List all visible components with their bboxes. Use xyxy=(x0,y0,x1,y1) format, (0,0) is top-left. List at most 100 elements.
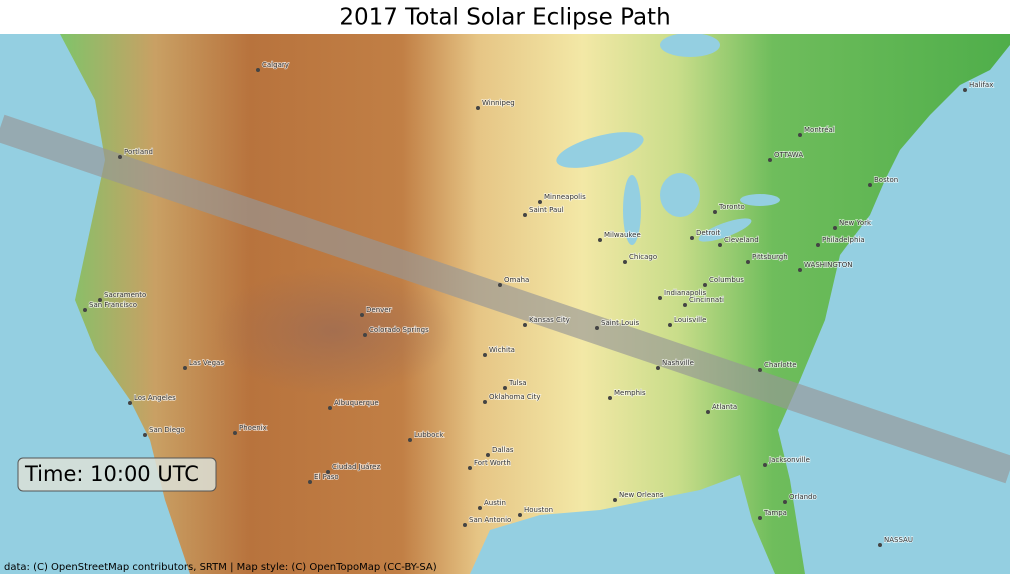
city-dot xyxy=(683,303,687,307)
city-label: Austin xyxy=(484,499,506,507)
city-label: Atlanta xyxy=(712,403,737,411)
city-label: Detroit xyxy=(696,229,720,237)
city-dot xyxy=(83,308,87,312)
city-label: Jacksonville xyxy=(768,456,810,464)
city-label: Chicago xyxy=(629,253,657,261)
city-dot xyxy=(128,401,132,405)
city-dot xyxy=(478,506,482,510)
city-dot xyxy=(468,466,472,470)
title-bar xyxy=(0,0,1010,34)
city-dot xyxy=(143,433,147,437)
city-label: Orlando xyxy=(789,493,817,501)
city-dot xyxy=(328,406,332,410)
city-dot xyxy=(798,268,802,272)
city-dot xyxy=(758,516,762,520)
city-label: Colorado Springs xyxy=(369,326,429,334)
time-label: Time: 10:00 UTC xyxy=(24,462,199,486)
city-label: OTTAWA xyxy=(774,151,803,159)
city-dot xyxy=(718,243,722,247)
city-dot xyxy=(483,353,487,357)
city-dot xyxy=(656,366,660,370)
city-dot xyxy=(363,333,367,337)
city-dot xyxy=(623,260,627,264)
time-box xyxy=(17,457,217,492)
city-dot xyxy=(503,386,507,390)
city-label: Tulsa xyxy=(508,379,527,387)
eclipse-path xyxy=(0,114,1010,484)
city-dot xyxy=(613,498,617,502)
city-label: Boston xyxy=(874,176,898,184)
city-dot xyxy=(518,513,522,517)
city-dot xyxy=(690,236,694,240)
city-label: Indianapolis xyxy=(664,289,707,297)
city-label: Philadelphia xyxy=(822,236,865,244)
city-label: San Antonio xyxy=(469,516,511,524)
city-dot xyxy=(476,106,480,110)
city-dot xyxy=(706,410,710,414)
city-dot xyxy=(833,226,837,230)
gulf-of-mexico xyxy=(470,475,775,574)
city-label: San Diego xyxy=(149,426,185,434)
city-dot xyxy=(598,238,602,242)
city-dot xyxy=(538,200,542,204)
great-lakes xyxy=(556,33,780,245)
city-dot xyxy=(763,463,767,467)
city-label: New York xyxy=(839,219,872,227)
city-label: Halifax xyxy=(969,81,993,89)
city-label: Tampa xyxy=(763,509,787,517)
city-label: Saint Louis xyxy=(601,319,640,327)
title: 2017 Total Solar Eclipse Path xyxy=(339,5,670,31)
city-label: Saint Paul xyxy=(529,206,564,214)
city-dot xyxy=(798,133,802,137)
city-label: Calgary xyxy=(262,61,289,69)
attribution: data: (C) OpenStreetMap contributors, SR… xyxy=(4,562,437,573)
city-label: Cincinnati xyxy=(689,296,724,304)
city-dot xyxy=(486,453,490,457)
city-dot xyxy=(463,523,467,527)
lake-ontario xyxy=(740,194,780,206)
city-label: Winnipeg xyxy=(482,99,515,107)
city-label: Memphis xyxy=(614,389,646,397)
city-dot xyxy=(256,68,260,72)
city-dot xyxy=(658,296,662,300)
city-dot xyxy=(183,366,187,370)
city-label: Kansas City xyxy=(529,316,570,324)
city-label: Louisville xyxy=(674,316,706,324)
city-label: Albuquerque xyxy=(334,399,379,407)
city-dot xyxy=(878,543,882,547)
city-label: Los Angeles xyxy=(134,394,176,402)
city-dot xyxy=(758,368,762,372)
city-label: Pittsburgh xyxy=(752,253,788,261)
cities: Calgary Winnipeg Minneapolis Saint Paul Chic… xyxy=(83,60,994,547)
city-dot xyxy=(326,470,330,474)
city-dot xyxy=(768,158,772,162)
hudson-bay xyxy=(660,33,720,57)
city-label: Wichita xyxy=(489,346,515,354)
city-label: Cleveland xyxy=(724,236,759,244)
city-dot xyxy=(816,243,820,247)
city-dot xyxy=(668,323,672,327)
city-dot xyxy=(703,283,707,287)
lake-michigan xyxy=(623,175,641,245)
city-label: Oklahoma City xyxy=(489,393,541,401)
city-dot xyxy=(608,396,612,400)
city-dot xyxy=(713,210,717,214)
city-dot xyxy=(783,500,787,504)
city-label: Dallas xyxy=(492,446,514,454)
city-dot xyxy=(308,480,312,484)
city-dot xyxy=(408,438,412,442)
city-label: New Orleans xyxy=(619,491,664,499)
city-dot xyxy=(595,326,599,330)
city-dot xyxy=(118,155,122,159)
lake-huron xyxy=(660,173,700,217)
city-label: Denver xyxy=(366,306,392,314)
lake-superior xyxy=(556,132,644,168)
city-label: Sacramento xyxy=(104,291,146,299)
city-label: Portland xyxy=(124,148,153,156)
city-label: Charlotte xyxy=(764,361,797,369)
city-dot xyxy=(523,213,527,217)
city-label: Montréal xyxy=(804,126,835,134)
city-label: Houston xyxy=(524,506,553,514)
